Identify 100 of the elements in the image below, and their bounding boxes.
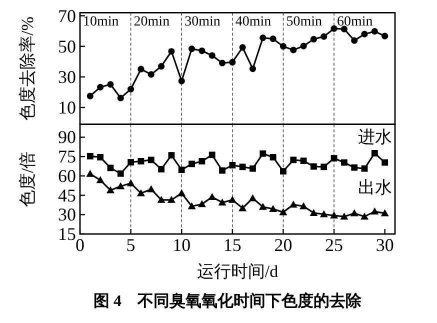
y-tick-label: 30 (58, 204, 76, 225)
point (128, 159, 134, 166)
y-axis-title: 色度/倍 (18, 151, 37, 208)
point (97, 84, 104, 90)
point (219, 167, 226, 174)
point (158, 63, 165, 70)
y-tick-label: 30 (58, 66, 76, 87)
x-tick-label: 20 (274, 235, 292, 255)
point (289, 200, 298, 208)
x-tick-label: 30 (376, 235, 394, 255)
point (239, 164, 246, 170)
annotation: 60min (337, 14, 373, 30)
point (270, 154, 276, 160)
point (260, 150, 266, 157)
y-tick-label: 45 (58, 185, 76, 206)
point (188, 202, 196, 210)
point (107, 81, 114, 88)
point (229, 162, 236, 168)
point (290, 46, 297, 54)
y-tick-label: 60 (58, 166, 76, 186)
point (249, 66, 256, 72)
point (178, 78, 185, 84)
point (279, 208, 288, 216)
point (360, 212, 369, 220)
point (138, 66, 144, 72)
point (136, 189, 145, 196)
point (258, 202, 267, 210)
point (361, 30, 368, 38)
point (280, 43, 287, 50)
point (86, 170, 94, 177)
y-tick-label: 90 (58, 127, 76, 148)
y-tick-label: 75 (58, 146, 76, 167)
point (148, 156, 154, 164)
point (157, 196, 166, 203)
y-axis-title: 色度去除率/% (18, 16, 37, 120)
y-tick-label: 70 (58, 6, 76, 26)
point (350, 209, 358, 216)
x-tick-label: 15 (223, 235, 242, 255)
point (330, 25, 338, 32)
annotation: 50min (286, 14, 322, 30)
x-axis-title: 运行时间/d (196, 262, 279, 281)
point (128, 86, 134, 92)
point (178, 189, 186, 196)
point (310, 163, 317, 170)
point (228, 196, 236, 203)
annotation: 20min (134, 14, 170, 30)
point (290, 156, 297, 164)
annotation: 30min (184, 14, 220, 30)
point (178, 166, 185, 174)
point (330, 155, 338, 162)
point (340, 212, 348, 220)
point (96, 176, 104, 184)
point (370, 208, 379, 215)
point (218, 60, 226, 66)
point (198, 158, 206, 164)
point (188, 45, 196, 52)
x-tick-label: 10 (172, 235, 191, 255)
point (300, 158, 307, 164)
point (270, 36, 276, 42)
point (138, 158, 144, 164)
series-label: 出水 (358, 178, 392, 198)
point (269, 204, 278, 212)
point (198, 47, 206, 54)
point (340, 159, 348, 166)
point (126, 179, 135, 186)
point (117, 94, 124, 102)
point (351, 37, 358, 44)
point (361, 165, 368, 172)
point (351, 164, 358, 171)
x-tick-label: 5 (126, 235, 136, 255)
annotation: 40min (235, 14, 272, 30)
point (310, 36, 318, 42)
point (208, 192, 216, 200)
point (86, 92, 94, 100)
point (116, 182, 125, 190)
point (208, 152, 216, 158)
point (168, 152, 175, 158)
point (340, 26, 348, 32)
y-tick-label: 10 (58, 97, 76, 118)
point (97, 154, 104, 160)
point (250, 165, 256, 172)
point (371, 28, 378, 35)
point (300, 42, 307, 50)
point (239, 44, 246, 51)
point (380, 209, 389, 216)
x-tick-label: 0 (76, 235, 84, 255)
point (168, 48, 175, 55)
x-tick-label: 25 (325, 235, 344, 255)
point (260, 34, 266, 42)
annotation: 10min (83, 14, 119, 30)
point (382, 159, 388, 166)
point (188, 160, 195, 168)
point (280, 168, 286, 174)
point (330, 212, 338, 219)
point (147, 185, 156, 192)
point (248, 194, 257, 202)
point (320, 33, 328, 40)
point (148, 71, 154, 78)
point (320, 210, 328, 218)
point (198, 200, 206, 208)
